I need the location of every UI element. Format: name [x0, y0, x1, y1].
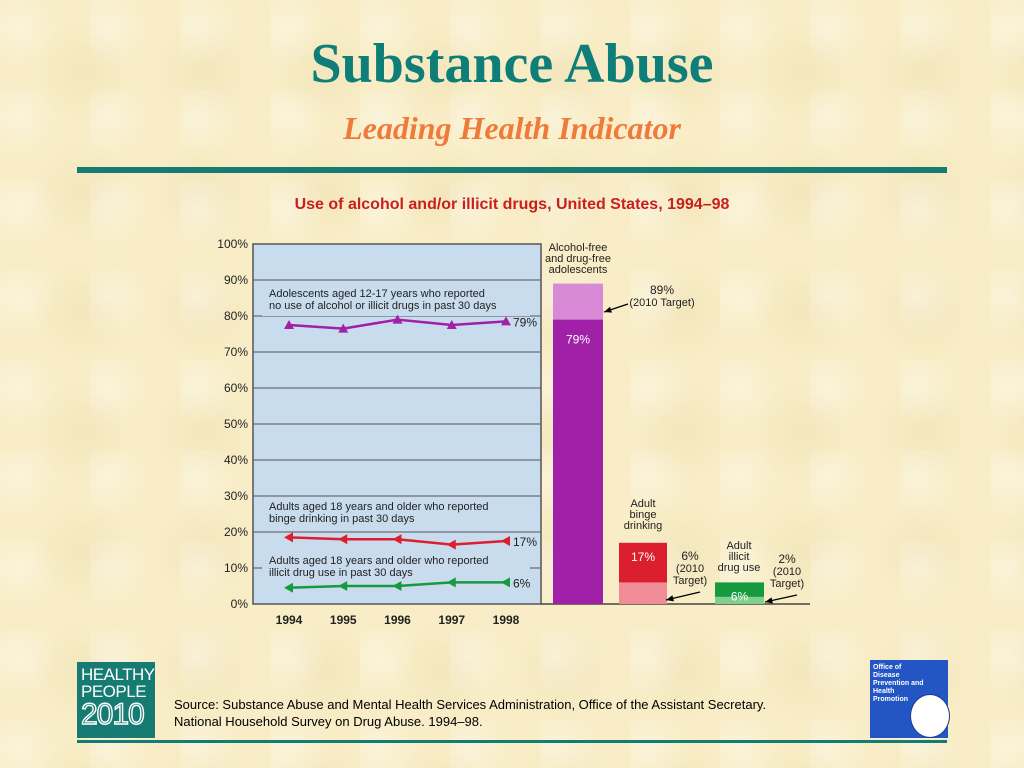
y-tick-label: 70% — [224, 345, 248, 359]
bottom-divider — [77, 740, 947, 743]
odphp-line-2: Disease — [873, 672, 900, 679]
logo-line-healthy: HEALTHY — [81, 665, 155, 684]
series-point — [284, 582, 293, 593]
bar-target-label: 89% — [650, 283, 674, 297]
bar-category-label: Adult — [726, 540, 751, 552]
series-label-line: Adults aged 18 years and older who repor… — [269, 555, 489, 567]
bar-category-label: drinking — [624, 520, 663, 532]
x-tick-label: 1995 — [330, 613, 357, 627]
series-point — [446, 320, 457, 329]
bar-target-label: (2010 — [676, 563, 704, 575]
odphp-line-3: Prevention and — [873, 680, 924, 687]
odphp-line-1: Office of — [873, 664, 902, 671]
bar-category-label: Alcohol-free — [549, 242, 608, 254]
bar-current — [553, 319, 603, 604]
bar-value-label: 79% — [566, 333, 590, 347]
series-point — [392, 581, 402, 591]
chart-area: 0% 10% 20% 30% 40% 50% 60% 70% 80% 90% 100% 1994 199… — [217, 237, 810, 627]
bar-target-label: Target) — [770, 578, 804, 590]
series-end-label: 79% — [513, 315, 537, 329]
bar-target-label: (2010 Target) — [629, 297, 694, 309]
bar-value-label: 17% — [631, 550, 655, 564]
series-point — [501, 316, 511, 326]
odphp-line-5: Promotion — [873, 696, 908, 703]
x-tick-label: 1997 — [438, 613, 465, 627]
x-tick-label: 1994 — [276, 613, 303, 627]
series-label-line: Adolescents aged 12-17 years who reporte… — [269, 288, 485, 300]
series-label-box — [262, 499, 530, 529]
y-tick-label: 30% — [224, 489, 248, 503]
logo-line-2010: 2010 — [80, 698, 145, 731]
series-point — [338, 323, 349, 333]
bar-target-label: 2% — [778, 552, 796, 566]
bar-target-label: (2010 — [773, 566, 801, 578]
series-point — [446, 539, 456, 550]
series-label-box — [262, 553, 530, 581]
top-divider — [77, 167, 947, 173]
chart-title: Use of alcohol and/or illicit drugs, Uni… — [294, 196, 730, 213]
hhs-seal-icon — [910, 694, 950, 738]
series-label-box — [262, 286, 530, 316]
target-arrowhead — [765, 597, 773, 604]
y-tick-label: 0% — [231, 597, 249, 611]
target-arrowhead — [604, 306, 612, 313]
series-point — [501, 536, 510, 546]
bar-value-label: 6% — [731, 589, 749, 603]
series-label-line: Adults aged 18 years and older who repor… — [269, 501, 489, 513]
y-tick-label: 50% — [224, 417, 248, 431]
bar-target-segment — [619, 582, 667, 604]
bar-category-label: binge — [630, 509, 657, 521]
slide-title: Substance Abuse — [310, 33, 714, 95]
source-line-2: National Household Survey on Drug Abuse.… — [174, 714, 483, 729]
source-line-1: Source: Substance Abuse and Mental Healt… — [174, 697, 767, 712]
bar-target-label: 6% — [681, 549, 699, 563]
bar-category-label: Adult — [630, 498, 655, 510]
odphp-logo: Office of Disease Prevention and Health … — [870, 660, 950, 738]
series-point — [284, 320, 294, 329]
bar-category-label: illicit — [729, 551, 750, 563]
series-point — [338, 534, 348, 545]
bar-category-label: drug use — [718, 562, 761, 574]
series-label-line: illicit drug use in past 30 days — [269, 567, 413, 579]
x-tick-label: 1998 — [493, 613, 520, 627]
bar-category-label: and drug-free — [545, 253, 611, 265]
series-end-label: 6% — [513, 576, 531, 590]
y-tick-label: 40% — [224, 453, 248, 467]
logo-line-people: PEOPLE — [81, 682, 147, 701]
bar-target-segment — [715, 596, 764, 604]
series-point — [338, 581, 348, 591]
series-label-line: no use of alcohol or illicit drugs in pa… — [269, 300, 497, 312]
healthy-people-2010-logo: HEALTHY PEOPLE 2010 — [77, 662, 155, 738]
series-point — [501, 577, 510, 588]
y-tick-label: 80% — [224, 309, 248, 323]
series-point — [446, 577, 456, 588]
series-point — [392, 314, 403, 324]
source-note: Source: Substance Abuse and Mental Healt… — [174, 696, 854, 730]
series-point — [284, 532, 293, 543]
y-tick-label: 100% — [217, 237, 248, 251]
x-tick-label: 1996 — [384, 613, 411, 627]
slide-subtitle: Leading Health Indicator — [343, 110, 681, 146]
series-end-label: 17% — [513, 535, 537, 549]
odphp-line-4: Health — [873, 688, 895, 695]
target-arrowhead — [666, 595, 674, 602]
y-tick-label: 20% — [224, 525, 248, 539]
series-point — [392, 534, 402, 545]
y-tick-label: 10% — [224, 561, 248, 575]
bar-target-label: Target) — [673, 575, 707, 587]
bar-category-label: adolescents — [549, 264, 608, 276]
y-tick-label: 60% — [224, 381, 248, 395]
series-label-line: binge drinking in past 30 days — [269, 513, 415, 525]
bar-target-segment — [553, 283, 603, 320]
y-tick-label: 90% — [224, 273, 248, 287]
